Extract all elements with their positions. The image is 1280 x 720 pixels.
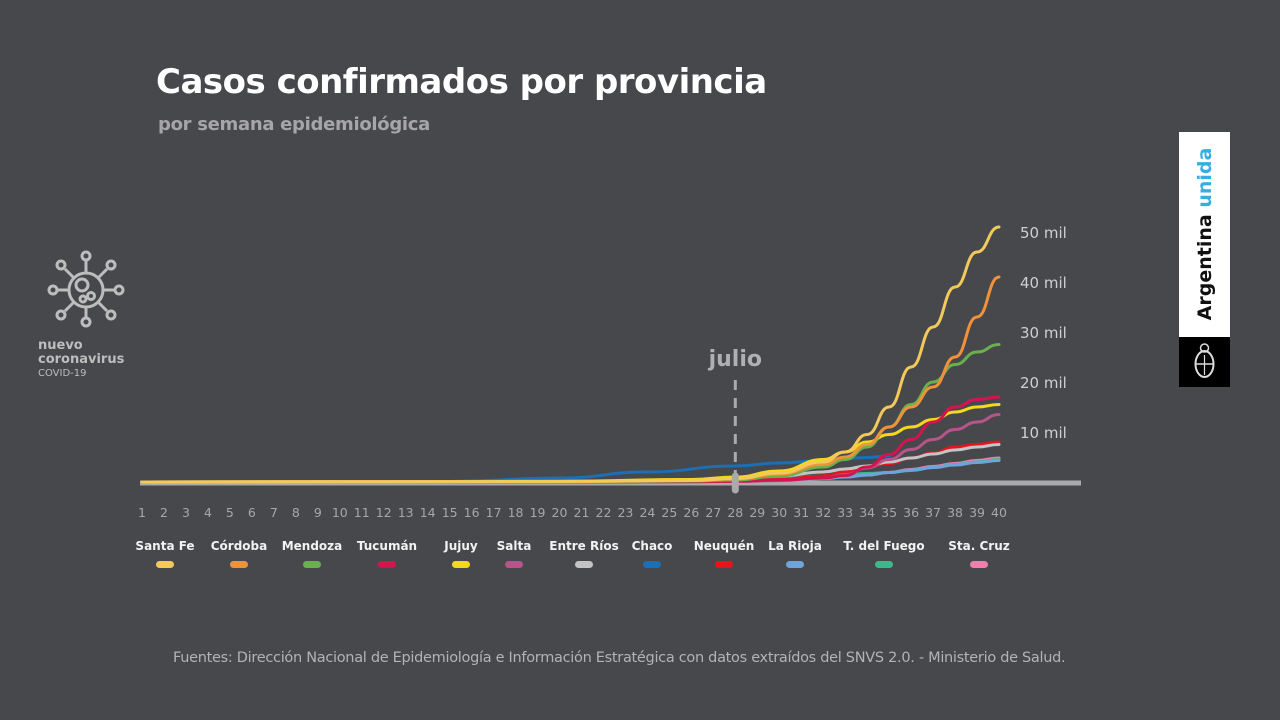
x-tick-label: 3 (182, 505, 190, 520)
x-tick-label: 38 (947, 505, 963, 520)
legend-swatch (970, 561, 988, 568)
julio-label: julio (708, 347, 762, 372)
coat-of-arms-icon (1194, 343, 1215, 378)
legend-label: Salta (497, 539, 532, 553)
legend-label: Santa Fe (135, 539, 194, 553)
x-tick-label: 4 (204, 505, 212, 520)
y-tick-label: 50 mil (1020, 224, 1067, 242)
legend-swatch (230, 561, 248, 568)
x-tick-label: 30 (771, 505, 787, 520)
series-line-santa-fe (140, 225, 1001, 484)
argentina-unida-badge: Argentina unida (1179, 132, 1230, 387)
logo-line-3: COVID-19 (38, 368, 87, 379)
x-tick-label: 35 (881, 505, 897, 520)
x-tick-label: 5 (226, 505, 234, 520)
x-tick-label: 25 (661, 505, 677, 520)
y-tick-label: 40 mil (1020, 274, 1067, 292)
x-tick-label: 8 (292, 505, 300, 520)
x-tick-label: 11 (354, 505, 370, 520)
legend-label: Chaco (632, 539, 673, 553)
x-tick-label: 24 (639, 505, 655, 520)
legend-label: Córdoba (211, 539, 268, 553)
x-tick-label: 21 (574, 505, 590, 520)
legend-swatch (786, 561, 804, 568)
x-tick-label: 17 (486, 505, 502, 520)
x-tick-label: 22 (596, 505, 612, 520)
logo-line-1: nuevo (38, 338, 83, 353)
chart-subtitle: por semana epidemiológica (158, 114, 431, 135)
x-tick-label: 37 (925, 505, 941, 520)
x-tick-label: 19 (530, 505, 546, 520)
legend-swatch (643, 561, 661, 568)
series-line-mendoza (140, 343, 1001, 484)
x-tick-label: 36 (903, 505, 919, 520)
x-tick-label: 15 (442, 505, 458, 520)
logo-line-2: coronavirus (38, 352, 125, 367)
x-tick-label: 27 (705, 505, 721, 520)
x-tick-label: 13 (398, 505, 414, 520)
legend-swatch (715, 561, 733, 568)
x-tick-label: 14 (420, 505, 436, 520)
legend-swatch (875, 561, 893, 568)
y-tick-label: 10 mil (1020, 424, 1067, 442)
legend-label: Tucumán (357, 539, 417, 553)
virus-icon (47, 250, 125, 328)
x-tick-label: 23 (617, 505, 633, 520)
x-tick-label: 2 (160, 505, 168, 520)
legend-swatch (303, 561, 321, 568)
legend-swatch (575, 561, 593, 568)
legend-swatch (505, 561, 523, 568)
x-tick-label: 34 (859, 505, 875, 520)
y-tick-label: 30 mil (1020, 324, 1067, 342)
series-line-c-rdoba (140, 275, 1001, 484)
legend-label: Neuquén (694, 539, 755, 553)
x-tick-label: 28 (727, 505, 743, 520)
x-tick-label: 29 (749, 505, 765, 520)
legend-label: La Rioja (768, 539, 822, 553)
series-line-tucum-n (140, 395, 1001, 484)
chart-title: Casos confirmados por provincia (156, 62, 767, 102)
x-tick-label: 7 (270, 505, 278, 520)
x-tick-label: 39 (969, 505, 985, 520)
x-tick-label: 6 (248, 505, 256, 520)
x-tick-label: 1 (138, 505, 146, 520)
legend-label: T. del Fuego (843, 539, 924, 553)
source-footnote: Fuentes: Dirección Nacional de Epidemiol… (173, 650, 1066, 666)
legend-swatch (156, 561, 174, 568)
x-tick-label: 9 (314, 505, 322, 520)
x-tick-label: 18 (508, 505, 524, 520)
legend-label: Entre Ríos (549, 539, 618, 553)
series-line-salta (140, 413, 1001, 484)
legend-label: Jujuy (443, 539, 478, 553)
x-tick-label: 10 (332, 505, 348, 520)
legend-swatch (452, 561, 470, 568)
x-tick-label: 33 (837, 505, 853, 520)
x-tick-label: 16 (464, 505, 480, 520)
legend-label: Mendoza (282, 539, 343, 553)
x-tick-label: 12 (376, 505, 392, 520)
x-tick-label: 26 (683, 505, 699, 520)
x-tick-label: 32 (815, 505, 831, 520)
legend-label: Sta. Cruz (948, 539, 1009, 553)
legend-swatch (378, 561, 396, 568)
x-tick-label: 31 (793, 505, 809, 520)
y-tick-label: 20 mil (1020, 374, 1067, 392)
x-tick-label: 40 (991, 505, 1007, 520)
x-tick-label: 20 (552, 505, 568, 520)
